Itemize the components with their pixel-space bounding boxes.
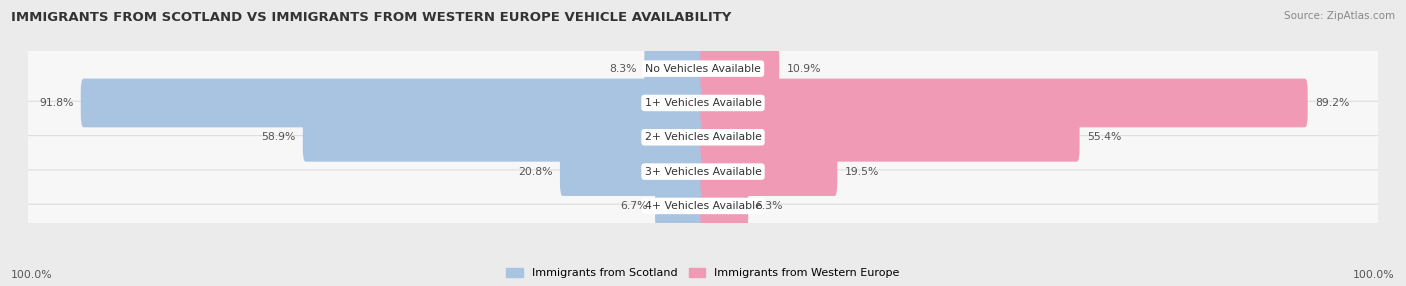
Text: 3+ Vehicles Available: 3+ Vehicles Available <box>644 167 762 176</box>
FancyBboxPatch shape <box>700 79 1308 127</box>
Text: IMMIGRANTS FROM SCOTLAND VS IMMIGRANTS FROM WESTERN EUROPE VEHICLE AVAILABILITY: IMMIGRANTS FROM SCOTLAND VS IMMIGRANTS F… <box>11 11 731 24</box>
Text: 19.5%: 19.5% <box>845 167 879 176</box>
Text: 100.0%: 100.0% <box>1353 270 1395 280</box>
FancyBboxPatch shape <box>560 147 706 196</box>
FancyBboxPatch shape <box>20 105 1386 170</box>
FancyBboxPatch shape <box>20 70 1386 136</box>
Legend: Immigrants from Scotland, Immigrants from Western Europe: Immigrants from Scotland, Immigrants fro… <box>502 263 904 283</box>
Text: 100.0%: 100.0% <box>11 270 53 280</box>
Text: 89.2%: 89.2% <box>1315 98 1350 108</box>
FancyBboxPatch shape <box>644 44 706 93</box>
FancyBboxPatch shape <box>700 182 748 230</box>
FancyBboxPatch shape <box>700 113 1080 162</box>
FancyBboxPatch shape <box>302 113 706 162</box>
Text: 55.4%: 55.4% <box>1087 132 1122 142</box>
Text: 4+ Vehicles Available: 4+ Vehicles Available <box>644 201 762 211</box>
Text: 20.8%: 20.8% <box>517 167 553 176</box>
Text: 91.8%: 91.8% <box>39 98 73 108</box>
FancyBboxPatch shape <box>20 139 1386 204</box>
FancyBboxPatch shape <box>700 147 838 196</box>
Text: 8.3%: 8.3% <box>609 64 637 74</box>
Text: 2+ Vehicles Available: 2+ Vehicles Available <box>644 132 762 142</box>
Text: 1+ Vehicles Available: 1+ Vehicles Available <box>644 98 762 108</box>
Text: 10.9%: 10.9% <box>787 64 821 74</box>
FancyBboxPatch shape <box>80 79 706 127</box>
FancyBboxPatch shape <box>655 182 706 230</box>
Text: Source: ZipAtlas.com: Source: ZipAtlas.com <box>1284 11 1395 21</box>
Text: 6.7%: 6.7% <box>620 201 648 211</box>
Text: 58.9%: 58.9% <box>262 132 295 142</box>
FancyBboxPatch shape <box>700 44 779 93</box>
Text: No Vehicles Available: No Vehicles Available <box>645 64 761 74</box>
FancyBboxPatch shape <box>20 173 1386 239</box>
Text: 6.3%: 6.3% <box>755 201 783 211</box>
FancyBboxPatch shape <box>20 36 1386 101</box>
